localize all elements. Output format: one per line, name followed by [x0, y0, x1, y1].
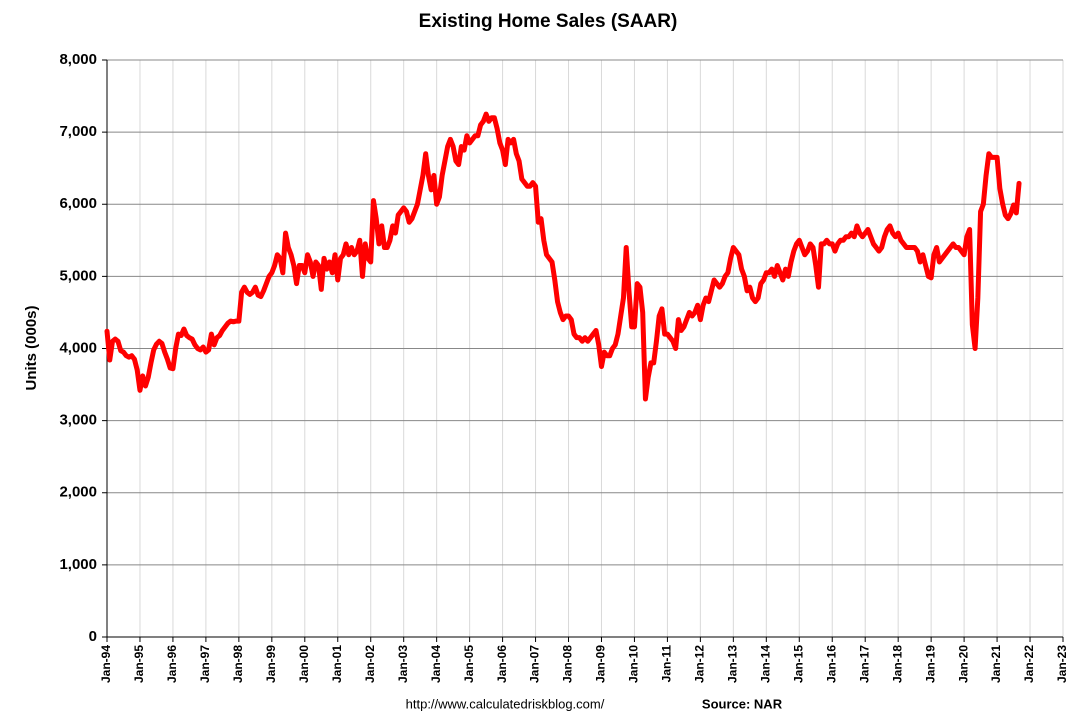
x-tick-label: Jan-07 — [528, 645, 542, 683]
x-tick-label: Jan-15 — [791, 645, 805, 683]
y-tick-label: 8,000 — [59, 51, 97, 68]
y-tick-label: 2,000 — [59, 484, 97, 501]
x-tick-label: Jan-98 — [231, 645, 245, 683]
x-tick-label: Jan-14 — [758, 645, 772, 683]
x-tick-label: Jan-11 — [660, 645, 674, 683]
data-line — [104, 111, 1022, 402]
x-tick-label: Jan-09 — [594, 645, 608, 683]
x-tick-label: Jan-97 — [198, 645, 212, 683]
source-note: Source: NAR — [702, 696, 783, 711]
x-tick-label: Jan-06 — [495, 645, 509, 683]
x-tick-label: Jan-22 — [1022, 645, 1036, 683]
x-tick-label: Jan-17 — [857, 645, 871, 683]
x-tick-label: Jan-18 — [890, 645, 904, 683]
x-tick-label: Jan-21 — [989, 645, 1003, 683]
y-tick-label: 3,000 — [59, 412, 97, 429]
x-tick-label: Jan-10 — [627, 645, 641, 683]
x-tick-label: Jan-94 — [99, 645, 113, 683]
x-tick-label: Jan-08 — [561, 645, 575, 683]
y-tick-label: 5,000 — [59, 267, 97, 284]
y-tick-label: 7,000 — [59, 123, 97, 140]
source-url: http://www.calculatedriskblog.com/ — [406, 696, 605, 711]
x-tick-label: Jan-01 — [330, 645, 344, 683]
x-tick-label: Jan-05 — [462, 645, 476, 683]
y-tick-label: 0 — [89, 628, 97, 645]
x-tick-label: Jan-04 — [429, 645, 443, 683]
x-tick-label: Jan-03 — [396, 645, 410, 683]
x-tick-label: Jan-19 — [923, 645, 937, 683]
x-tick-label: Jan-20 — [956, 645, 970, 683]
y-tick-label: 6,000 — [59, 195, 97, 212]
x-tick-label: Jan-96 — [165, 645, 179, 683]
x-tick-label: Jan-02 — [363, 645, 377, 683]
x-tick-label: Jan-99 — [264, 645, 278, 683]
x-tick-label: Jan-95 — [132, 645, 146, 683]
y-tick-label: 1,000 — [59, 556, 97, 573]
x-tick-label: Jan-23 — [1055, 645, 1069, 683]
x-tick-label: Jan-13 — [726, 645, 740, 683]
x-tick-label: Jan-16 — [824, 645, 838, 683]
y-axis-label: Units (000s) — [23, 305, 40, 390]
x-tick-label: Jan-12 — [693, 645, 707, 683]
x-tick-label: Jan-00 — [297, 645, 311, 683]
y-tick-label: 4,000 — [59, 339, 97, 356]
chart-title: Existing Home Sales (SAAR) — [419, 11, 678, 32]
